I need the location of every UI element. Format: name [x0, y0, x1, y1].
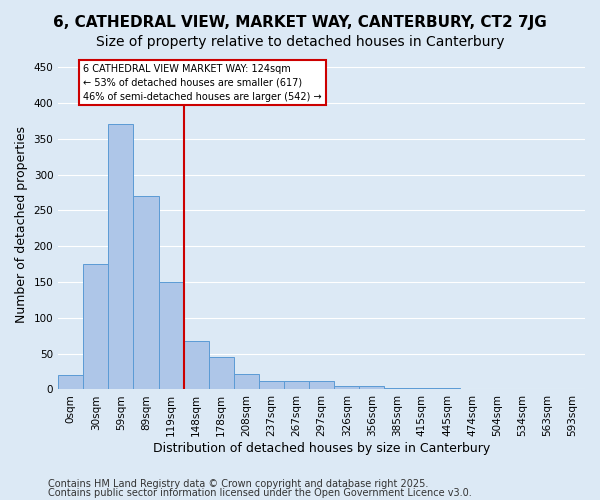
Bar	[109, 124, 133, 390]
Text: 6, CATHEDRAL VIEW, MARKET WAY, CANTERBURY, CT2 7JG: 6, CATHEDRAL VIEW, MARKET WAY, CANTERBUR…	[53, 15, 547, 30]
Bar	[133, 196, 158, 390]
Text: Size of property relative to detached houses in Canterbury: Size of property relative to detached ho…	[96, 35, 504, 49]
Bar	[385, 388, 409, 390]
Text: Contains public sector information licensed under the Open Government Licence v3: Contains public sector information licen…	[48, 488, 472, 498]
Bar	[359, 386, 385, 390]
Y-axis label: Number of detached properties: Number of detached properties	[15, 126, 28, 323]
Text: Contains HM Land Registry data © Crown copyright and database right 2025.: Contains HM Land Registry data © Crown c…	[48, 479, 428, 489]
Bar	[58, 375, 83, 390]
Text: 6 CATHEDRAL VIEW MARKET WAY: 124sqm
← 53% of detached houses are smaller (617)
4: 6 CATHEDRAL VIEW MARKET WAY: 124sqm ← 53…	[83, 64, 322, 102]
Bar	[259, 381, 284, 390]
Bar	[209, 357, 234, 390]
Bar	[309, 381, 334, 390]
Bar	[284, 381, 309, 390]
X-axis label: Distribution of detached houses by size in Canterbury: Distribution of detached houses by size …	[153, 442, 490, 455]
Bar	[158, 282, 184, 390]
Bar	[409, 388, 434, 390]
Bar	[83, 264, 109, 390]
Bar	[334, 386, 359, 390]
Bar	[434, 388, 460, 390]
Bar	[234, 374, 259, 390]
Bar	[184, 341, 209, 390]
